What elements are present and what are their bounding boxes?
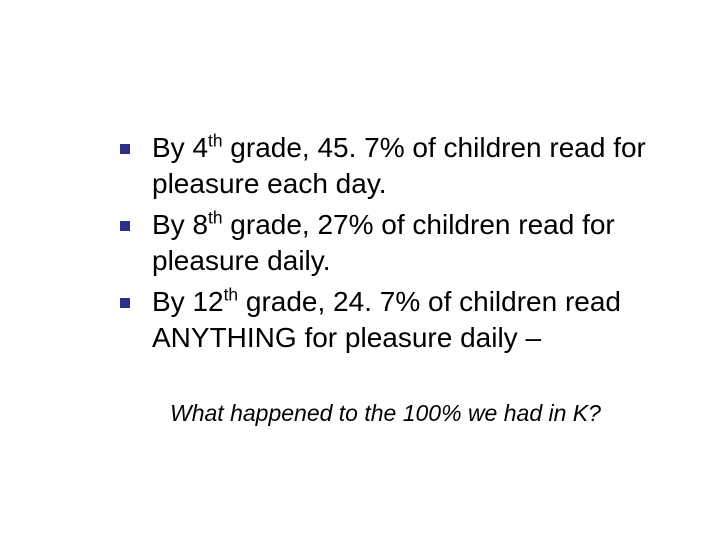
bullet-text: By 8th grade, 27% of children read for p… <box>152 207 660 280</box>
slide: By 4th grade, 45. 7% of children read fo… <box>0 0 720 540</box>
list-item: By 12th grade, 24. 7% of children read A… <box>120 284 660 357</box>
bullet-list: By 4th grade, 45. 7% of children read fo… <box>120 130 660 360</box>
list-item: By 8th grade, 27% of children read for p… <box>120 207 660 280</box>
square-bullet-icon <box>120 298 130 308</box>
square-bullet-icon <box>120 221 130 231</box>
footer-question: What happened to the 100% we had in K? <box>170 400 650 427</box>
list-item: By 4th grade, 45. 7% of children read fo… <box>120 130 660 203</box>
bullet-text: By 4th grade, 45. 7% of children read fo… <box>152 130 660 203</box>
square-bullet-icon <box>120 144 130 154</box>
bullet-text: By 12th grade, 24. 7% of children read A… <box>152 284 660 357</box>
